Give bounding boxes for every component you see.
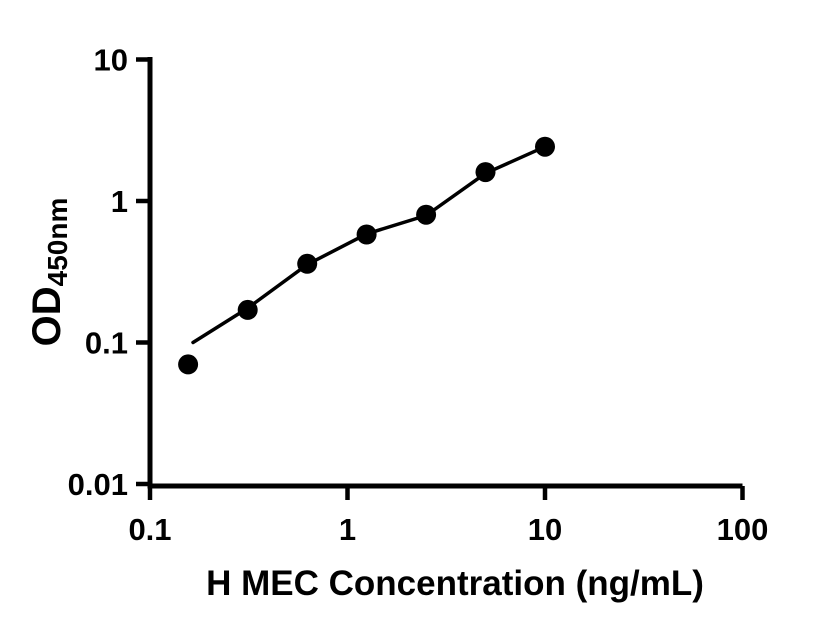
y-axis-title-main: OD <box>25 286 69 346</box>
data-point <box>297 253 318 274</box>
y-axis-title-subscript: 450nm <box>42 198 73 287</box>
data-point <box>535 136 555 157</box>
x-tick-label: 100 <box>717 512 769 547</box>
y-tick-label: 0.1 <box>85 326 128 361</box>
data-point <box>356 224 377 245</box>
data-point <box>237 299 258 320</box>
data-point <box>475 162 496 183</box>
y-tick-label: 1 <box>111 184 128 219</box>
x-tick-label: 10 <box>528 512 562 547</box>
x-axis-title: H MEC Concentration (ng/mL) <box>206 564 704 603</box>
x-tick-label: 1 <box>339 512 356 547</box>
x-tick-label: 0.1 <box>128 512 171 547</box>
data-point <box>416 204 437 225</box>
y-tick-label: 0.01 <box>68 467 128 502</box>
data-point <box>178 354 199 375</box>
y-tick-label: 10 <box>94 43 128 78</box>
y-axis-title: OD450nm <box>25 198 73 347</box>
